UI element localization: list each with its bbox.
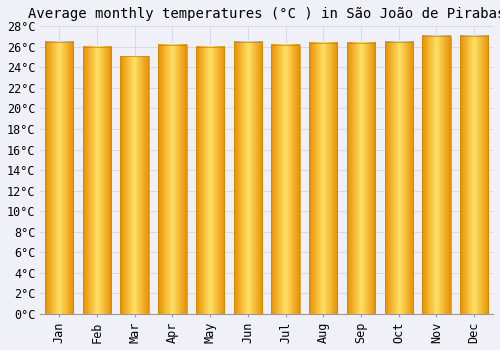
Bar — [347, 43, 375, 314]
Bar — [422, 36, 450, 314]
Bar — [309, 43, 338, 314]
Bar — [234, 42, 262, 314]
Bar — [422, 36, 450, 314]
Bar — [158, 45, 186, 314]
Bar — [158, 45, 186, 314]
Bar — [384, 42, 413, 314]
Bar — [83, 47, 111, 314]
Bar — [45, 42, 74, 314]
Bar — [234, 42, 262, 314]
Bar — [83, 47, 111, 314]
Bar — [120, 56, 149, 314]
Bar — [384, 42, 413, 314]
Bar — [272, 45, 299, 314]
Bar — [347, 43, 375, 314]
Bar — [460, 36, 488, 314]
Bar — [272, 45, 299, 314]
Bar — [460, 36, 488, 314]
Bar — [196, 47, 224, 314]
Title: Average monthly temperatures (°C ) in São João de Pirabas: Average monthly temperatures (°C ) in Sã… — [28, 7, 500, 21]
Bar — [196, 47, 224, 314]
Bar — [45, 42, 74, 314]
Bar — [309, 43, 338, 314]
Bar — [120, 56, 149, 314]
